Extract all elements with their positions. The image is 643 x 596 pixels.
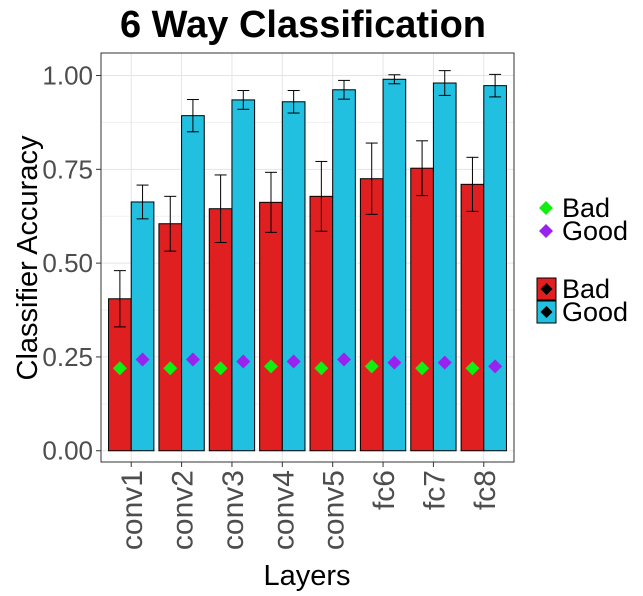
bar-bad-fc6: [359, 178, 384, 452]
x-tick-label-fc8: fc8: [469, 470, 502, 510]
legend-point-key-good: [539, 224, 553, 238]
chance-point-bad-fc7: [415, 361, 430, 376]
x-tick-label-conv5: conv5: [318, 470, 351, 550]
chance-point-bad-conv1: [112, 361, 127, 376]
y-tick-label: 1.00: [42, 61, 93, 91]
chance-point-bad-conv3: [213, 361, 228, 376]
chance-point-bad-fc6: [364, 359, 379, 374]
legend-bar-label-bad: Bad: [562, 274, 610, 304]
y-tick-label: 0.25: [42, 342, 93, 372]
bar-bad-conv2: [158, 223, 183, 452]
legend-point-key-bad: [539, 201, 553, 215]
bar-good-conv3: [231, 99, 256, 452]
x-axis-label: Layers: [263, 560, 350, 592]
bar-bad-fc8: [460, 183, 485, 452]
chance-point-good-conv3: [236, 354, 251, 369]
bar-bad-fc7: [410, 167, 434, 452]
y-tick-label: 0.75: [42, 154, 93, 184]
bar-good-fc8: [483, 85, 507, 452]
x-tick-label-conv3: conv3: [217, 470, 250, 550]
chance-point-good-conv4: [286, 354, 301, 369]
bar-good-fc7: [432, 82, 457, 452]
bar-good-conv1: [130, 201, 155, 452]
legend-bar-label-good: Good: [562, 297, 628, 327]
bar-bad-conv5: [309, 195, 334, 452]
chance-point-bad-conv4: [263, 359, 278, 374]
bar-good-conv5: [332, 89, 356, 452]
legend-bar-diamond: [540, 283, 553, 295]
x-tick-label-conv1: conv1: [116, 470, 149, 550]
chance-point-good-fc7: [437, 355, 452, 370]
x-tick-label-fc6: fc6: [368, 470, 401, 510]
legend-point-label-good: Good: [562, 216, 628, 246]
chance-point-bad-fc8: [465, 361, 480, 376]
legend-point-label-bad: Bad: [562, 193, 610, 223]
chart-title: 6 Way Classification: [120, 4, 486, 46]
chance-point-bad-conv5: [314, 361, 329, 376]
y-axis-label: Classifier Accuracy: [12, 135, 44, 380]
chance-point-good-conv1: [135, 352, 150, 367]
bar-good-conv4: [281, 101, 306, 452]
legend-bar-diamond: [540, 306, 553, 318]
x-tick-label-conv4: conv4: [267, 470, 300, 550]
y-tick-label: 0.50: [42, 248, 93, 278]
chance-point-bad-conv2: [163, 361, 178, 376]
x-tick-label-conv2: conv2: [167, 470, 200, 550]
plot-border: [100, 52, 515, 463]
chance-point-good-conv5: [337, 352, 352, 367]
chance-point-good-fc8: [488, 359, 503, 374]
bar-good-conv2: [181, 115, 205, 452]
bar-good-fc6: [382, 78, 407, 452]
x-tick-label-fc7: fc7: [418, 470, 451, 510]
chance-point-good-conv2: [185, 352, 200, 367]
y-tick-label: 0.00: [42, 436, 93, 466]
chance-point-good-fc6: [387, 355, 402, 370]
bar-bad-conv3: [208, 208, 233, 452]
bar-bad-conv4: [259, 201, 283, 452]
